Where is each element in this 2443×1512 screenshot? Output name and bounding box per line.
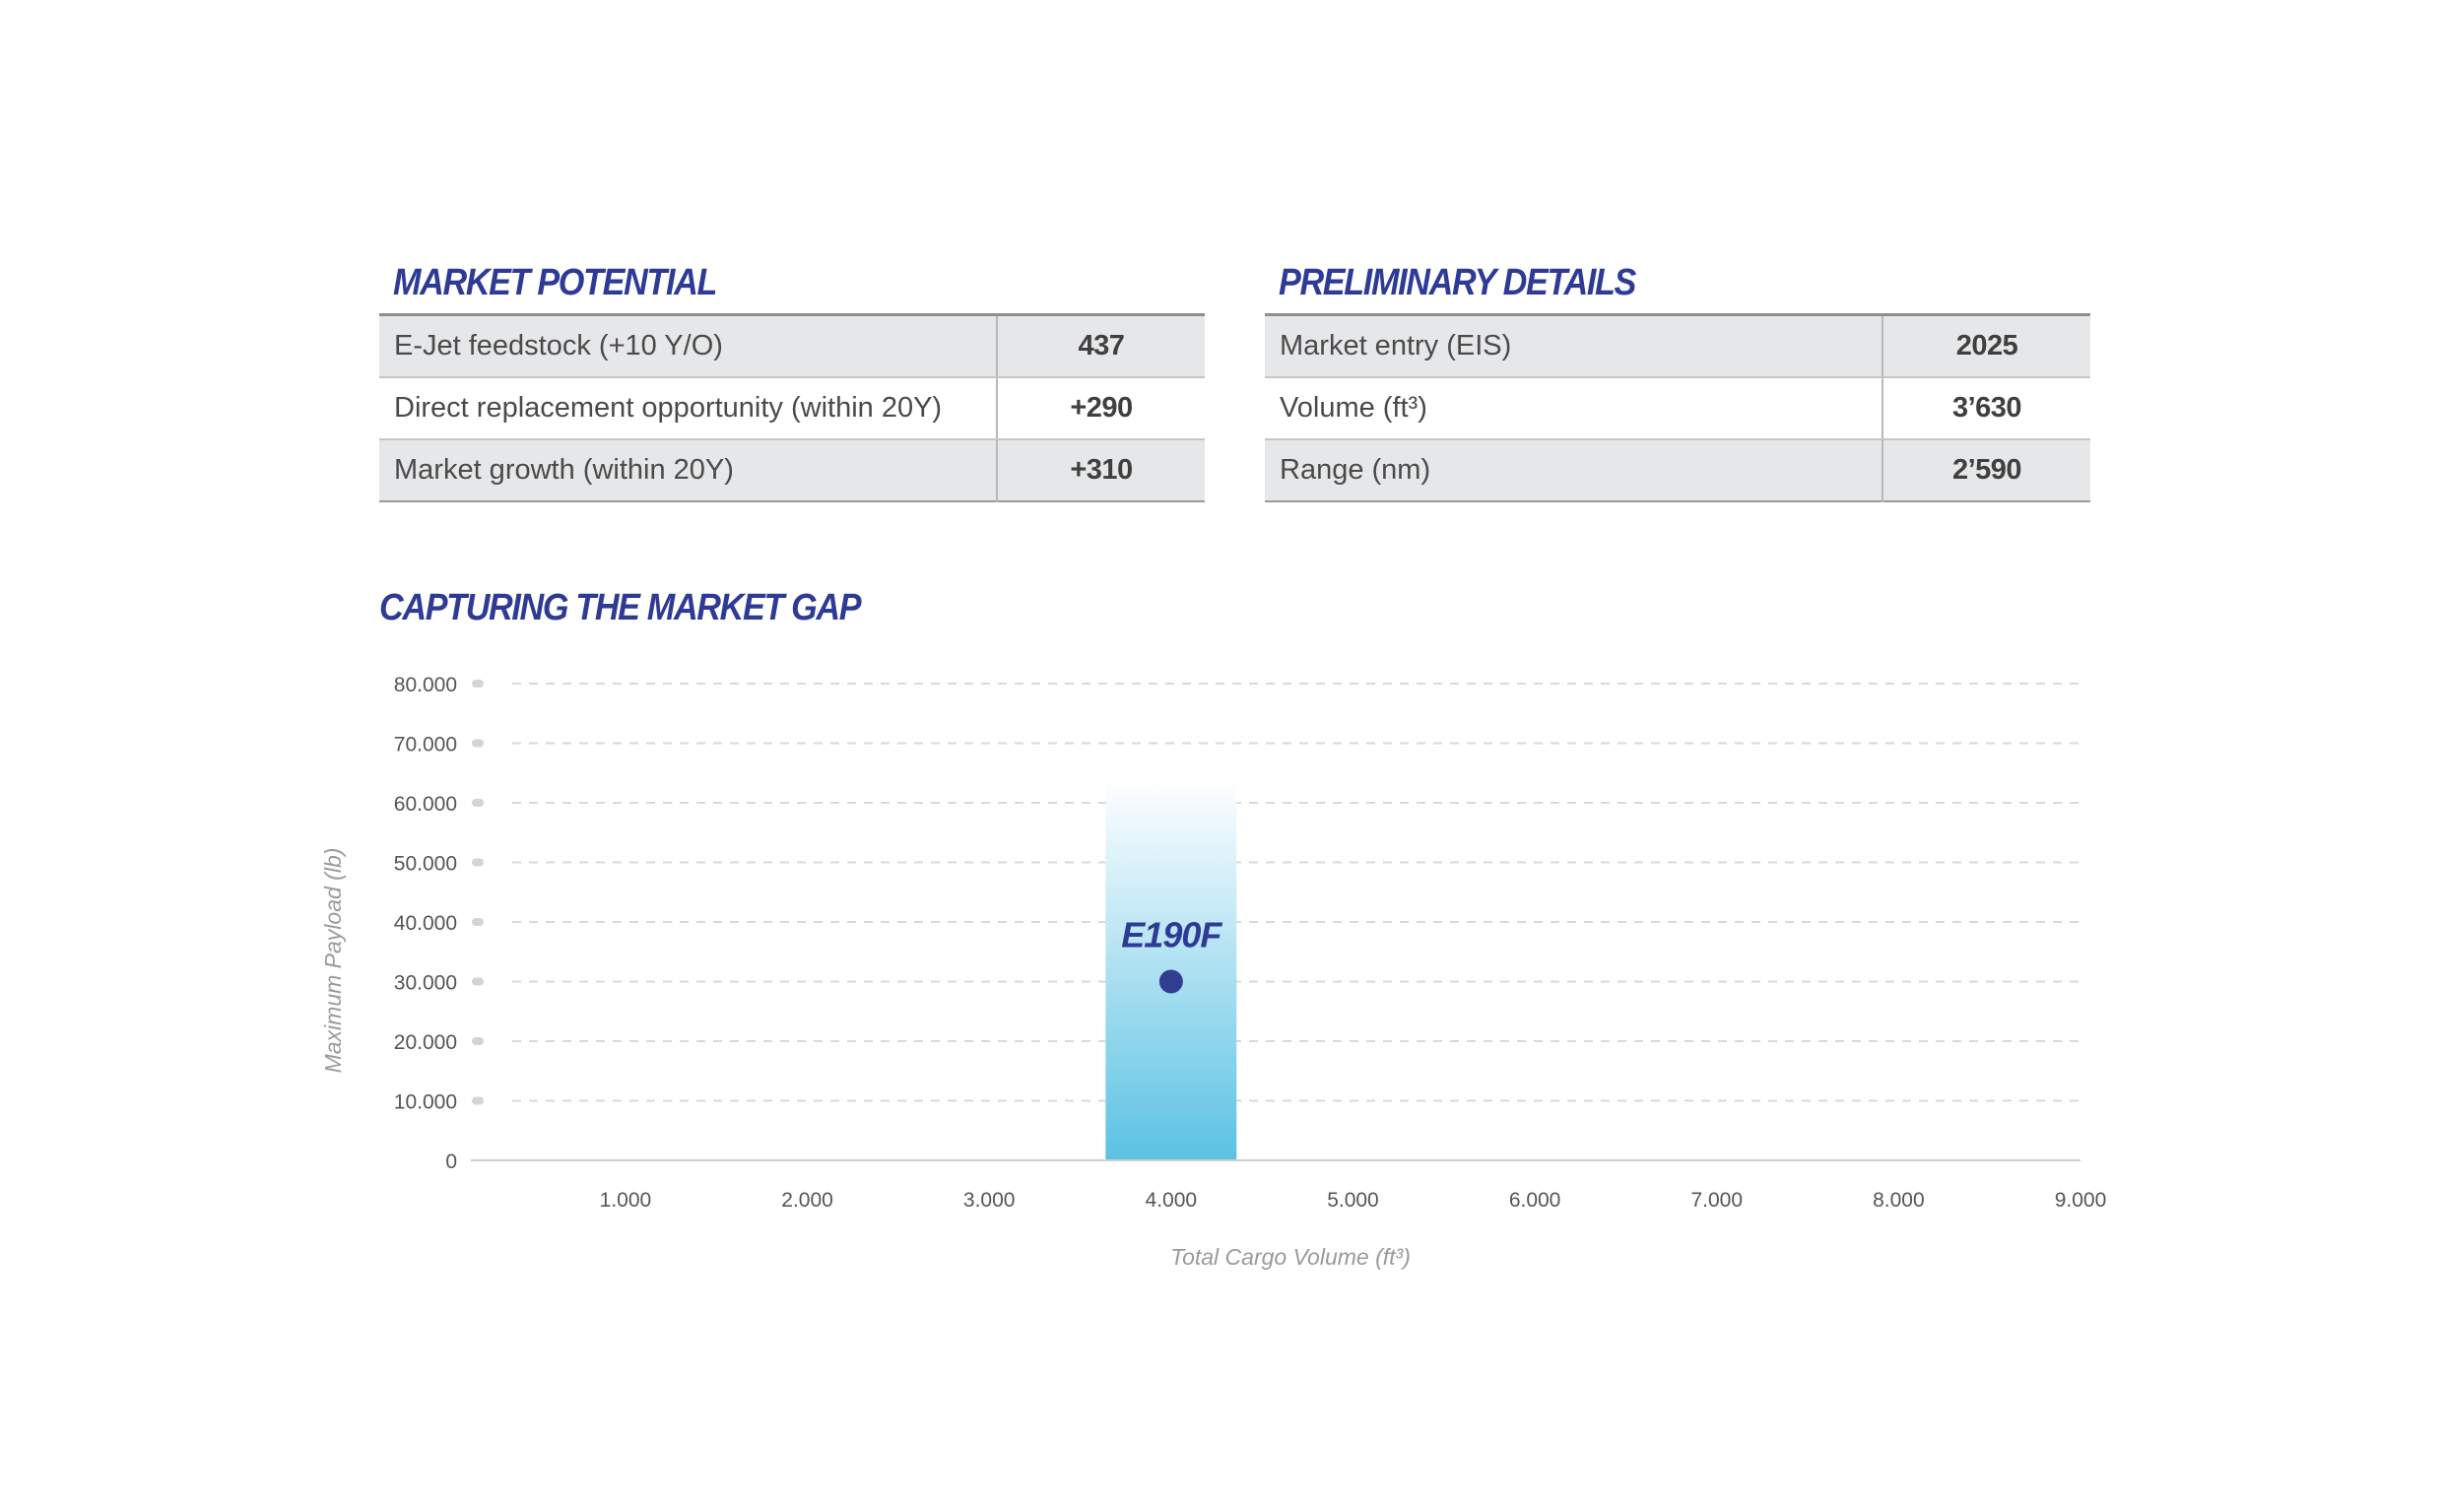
chart-title: CAPTURING THE MARKET GAP	[379, 587, 862, 628]
market-gap-band-rect	[1105, 778, 1237, 1160]
preliminary-details-table: Market entry (EIS) 2025 Volume (ft³) 3’630 R…	[1265, 313, 2090, 502]
y-tick-mark	[472, 918, 484, 926]
preliminary-details-title: PRELIMINARY DETAILS	[1279, 262, 1636, 303]
table-row: E-Jet feedstock (+10 Y/O) 437	[379, 314, 1205, 378]
y-tick-label: 10.000	[394, 1091, 457, 1114]
row-label: Market entry (EIS)	[1265, 314, 1883, 378]
y-tick-mark	[472, 799, 484, 807]
market-gap-band	[1105, 778, 1237, 1160]
y-tick-label: 0	[445, 1150, 457, 1173]
x-tick-label: 4.000	[1146, 1189, 1198, 1212]
y-tick-mark	[472, 1096, 484, 1105]
y-tick-label: 40.000	[394, 912, 457, 935]
y-tick-mark	[472, 858, 484, 867]
table-row: Volume (ft³) 3’630	[1265, 377, 2090, 440]
x-tick-label: 1.000	[600, 1189, 652, 1212]
y-axis-ticks: 0 10.000 20.000 30.000 40.000 50.000 60.000 70.…	[394, 674, 484, 1173]
row-value: 2’590	[1882, 439, 2090, 501]
row-label: E-Jet feedstock (+10 Y/O)	[379, 314, 998, 378]
table-row: Direct replacement opportunity (within 2…	[379, 377, 1205, 440]
x-tick-label: 2.000	[781, 1189, 833, 1212]
row-label: Volume (ft³)	[1265, 377, 1883, 440]
row-value: 3’630	[1882, 377, 2090, 440]
y-tick-label: 80.000	[394, 674, 457, 696]
y-tick-label: 30.000	[394, 972, 457, 995]
y-tick-mark	[472, 977, 484, 986]
row-value: +310	[997, 439, 1205, 501]
y-tick-mark	[472, 1037, 484, 1045]
y-tick-label: 60.000	[394, 793, 457, 816]
x-tick-label: 7.000	[1690, 1189, 1743, 1212]
x-tick-label: 6.000	[1509, 1189, 1561, 1212]
row-value: 2025	[1882, 314, 2090, 378]
x-tick-label: 9.000	[2055, 1189, 2107, 1212]
y-tick-mark	[472, 739, 484, 748]
x-tick-label: 3.000	[963, 1189, 1016, 1212]
data-point-label: E190F	[1121, 915, 1222, 955]
x-tick-label: 5.000	[1327, 1189, 1379, 1212]
row-label: Range (nm)	[1265, 439, 1883, 501]
row-label: Market growth (within 20Y)	[379, 439, 998, 501]
grid-lines	[512, 683, 2080, 1102]
row-value: +290	[997, 377, 1205, 440]
table-row: Market growth (within 20Y) +310	[379, 439, 1205, 501]
y-tick-label: 70.000	[394, 734, 457, 756]
data-points: E190F	[1121, 915, 1223, 994]
table-row: Market entry (EIS) 2025	[1265, 314, 2090, 378]
x-tick-label: 8.000	[1873, 1189, 1925, 1212]
y-tick-label: 50.000	[394, 853, 457, 876]
y-axis-title: Maximum Payload (lb)	[320, 848, 346, 1074]
market-potential-title: MARKET POTENTIAL	[393, 262, 717, 303]
x-axis-title: Total Cargo Volume (ft³)	[1170, 1244, 1411, 1270]
x-axis-ticks: 1.000 2.000 3.000 4.000 5.000 6.000 7.000 8.000…	[600, 1189, 2107, 1212]
table-row: Range (nm) 2’590	[1265, 439, 2090, 501]
market-potential-table: E-Jet feedstock (+10 Y/O) 437 Direct repla…	[379, 313, 1205, 502]
y-tick-label: 20.000	[394, 1031, 457, 1054]
y-tick-mark	[472, 680, 484, 688]
data-point	[1158, 969, 1183, 994]
axis-labels: Total Cargo Volume (ft³) Maximum Payload …	[320, 848, 1411, 1270]
row-value: 437	[997, 314, 1205, 378]
row-label: Direct replacement opportunity (within 2…	[379, 377, 998, 440]
